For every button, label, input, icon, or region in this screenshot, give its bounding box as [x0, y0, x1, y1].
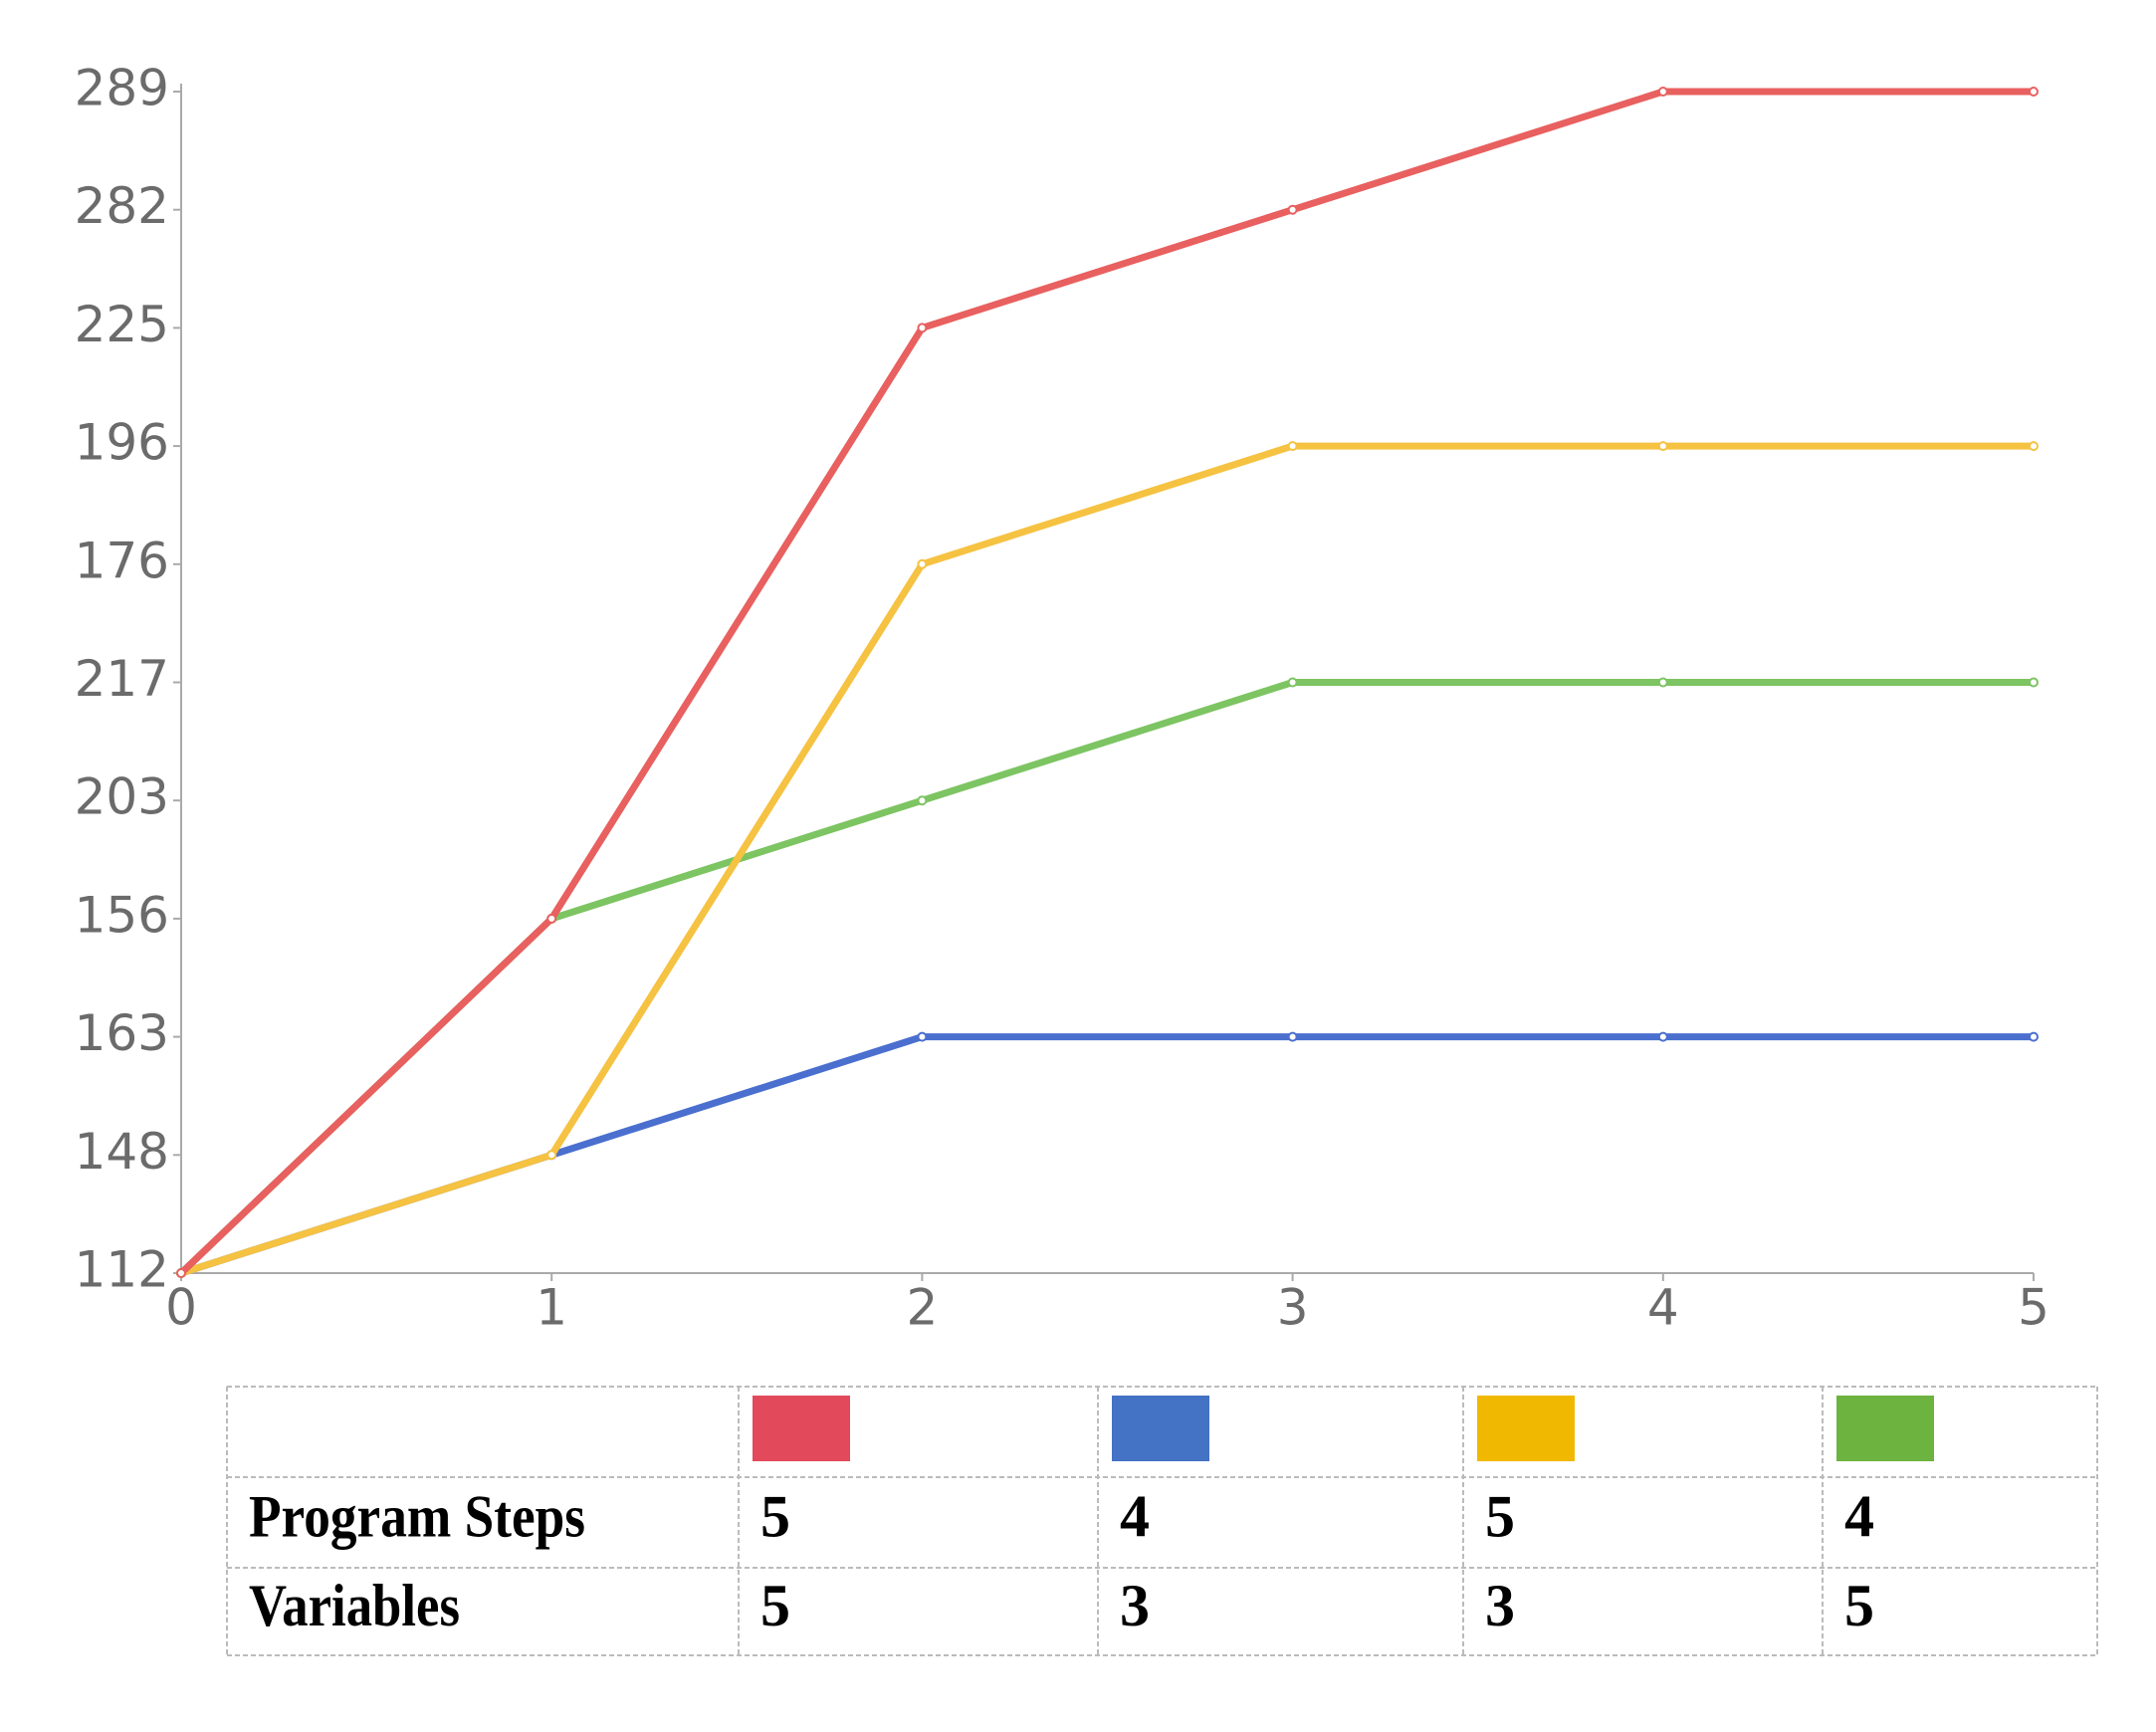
y-tick-label: 148 [75, 1123, 169, 1181]
series-line [179, 1033, 2034, 1277]
data-point [546, 913, 557, 924]
data-point [917, 323, 928, 333]
x-tick-label: 2 [906, 1279, 938, 1337]
y-tick-label: 176 [75, 532, 169, 589]
data-point [1287, 677, 1298, 688]
data-point [2029, 87, 2039, 97]
legend-swatch [753, 1396, 850, 1461]
series-line [179, 442, 2034, 1277]
table-value: 5 [1485, 1483, 1515, 1549]
table-value: 5 [760, 1573, 790, 1638]
data-point [917, 795, 928, 806]
row-label: Variables [249, 1573, 460, 1638]
x-tick-label: 0 [165, 1279, 197, 1337]
data-point [2029, 677, 2039, 688]
data-point [1287, 441, 1298, 452]
data-point [546, 1150, 557, 1161]
table-value: 5 [1844, 1573, 1874, 1638]
table-value: 3 [1120, 1573, 1150, 1638]
data-point [1287, 1031, 1298, 1042]
data-point [2029, 441, 2039, 452]
y-tick-label: 217 [75, 650, 169, 708]
data-point [2029, 1031, 2039, 1042]
table-value: 4 [1844, 1483, 1874, 1549]
x-tick-label: 5 [2018, 1279, 2049, 1337]
data-point [917, 558, 928, 569]
legend-swatch [1477, 1396, 1575, 1461]
x-tick-label: 3 [1277, 1279, 1309, 1337]
y-tick-label: 282 [75, 177, 169, 235]
data-point [1657, 677, 1668, 688]
table-value: 5 [760, 1483, 790, 1549]
table-value: 3 [1485, 1573, 1515, 1638]
data-point [1287, 204, 1298, 215]
data-point [176, 1268, 186, 1278]
legend-swatch [1836, 1396, 1934, 1461]
y-tick-label: 156 [75, 886, 169, 944]
y-tick-label: 112 [75, 1241, 169, 1299]
row-label: Program Steps [249, 1483, 585, 1549]
x-tick-label: 4 [1647, 1279, 1679, 1337]
y-tick-label: 163 [75, 1004, 169, 1062]
y-tick-label: 196 [75, 414, 169, 472]
legend-swatch [1112, 1396, 1209, 1461]
series-line [178, 88, 2034, 1276]
y-tick-label: 289 [75, 60, 169, 117]
y-tick-label: 203 [75, 768, 169, 826]
data-point [1657, 1031, 1668, 1042]
x-tick-label: 1 [536, 1279, 567, 1337]
data-point [1657, 441, 1668, 452]
y-tick-label: 225 [75, 296, 169, 353]
data-point [1657, 87, 1668, 97]
data-point [917, 1031, 928, 1042]
table-value: 4 [1120, 1483, 1150, 1549]
